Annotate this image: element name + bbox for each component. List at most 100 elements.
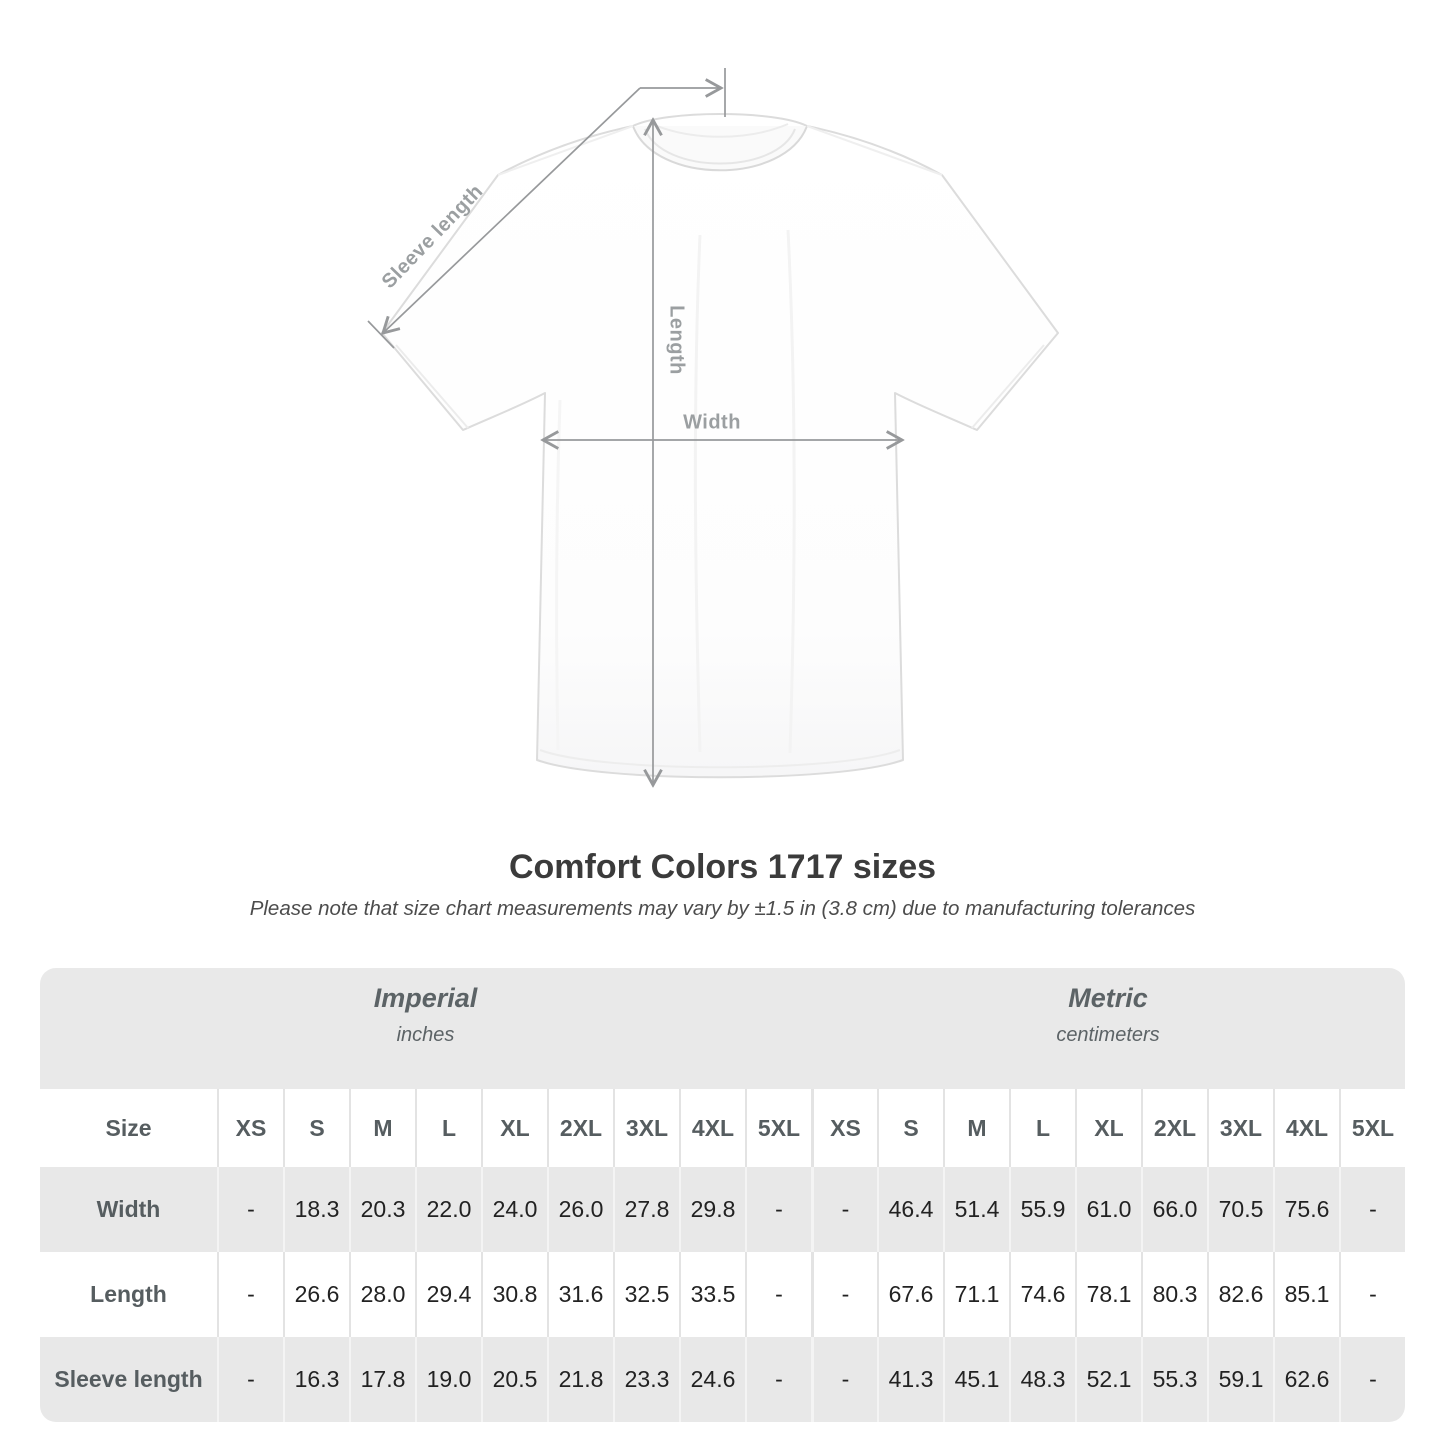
- measurement-cell: -: [217, 1252, 283, 1337]
- size-header-metric-5xl: 5XL: [1339, 1089, 1405, 1167]
- measurement-cell: 61.0: [1075, 1167, 1141, 1252]
- measurement-cell: 62.6: [1273, 1337, 1339, 1422]
- measurement-cell: 32.5: [613, 1252, 679, 1337]
- measurement-cell: 24.0: [481, 1167, 547, 1252]
- measurement-cell: 41.3: [877, 1337, 943, 1422]
- measurement-cell: 59.1: [1207, 1337, 1273, 1422]
- centimeters-label: centimeters: [1056, 1023, 1160, 1046]
- measurement-cell: 85.1: [1273, 1252, 1339, 1337]
- size-header-metric-4xl: 4XL: [1273, 1089, 1339, 1167]
- size-header-imperial-l: L: [415, 1089, 481, 1167]
- measurement-cell: 33.5: [679, 1252, 745, 1337]
- measurement-rows: Width -18.3 20.3 22.0 24.0 26.0 27.8 29.8- -46.4…: [40, 1167, 1405, 1422]
- measurement-cell: 29.8: [679, 1167, 745, 1252]
- measurement-cell: -: [811, 1167, 877, 1252]
- size-header-metric-s: S: [877, 1089, 943, 1167]
- measurement-cell: 26.0: [547, 1167, 613, 1252]
- measurement-lines: [367, 68, 902, 785]
- unit-band-row: Imperial inches Metric centimeters: [40, 968, 1405, 1089]
- measurement-cell: 29.4: [415, 1252, 481, 1337]
- measurement-cell: -: [811, 1337, 877, 1422]
- measurement-cell: 74.6: [1009, 1252, 1075, 1337]
- size-column-header: Size: [40, 1089, 217, 1167]
- imperial-section-header: Imperial inches: [40, 968, 811, 1089]
- measurement-cell: 66.0: [1141, 1167, 1207, 1252]
- measurement-cell: 30.8: [481, 1252, 547, 1337]
- measurement-cell: -: [217, 1337, 283, 1422]
- measurement-cell: 80.3: [1141, 1252, 1207, 1337]
- measurement-cell: 75.6: [1273, 1167, 1339, 1252]
- measurement-cell: 18.3: [283, 1167, 349, 1252]
- metric-section-header: Metric centimeters: [811, 968, 1405, 1089]
- measurement-cell: 17.8: [349, 1337, 415, 1422]
- measurement-cell: 48.3: [1009, 1337, 1075, 1422]
- measurement-cell: -: [745, 1252, 811, 1337]
- size-header-metric-l: L: [1009, 1089, 1075, 1167]
- size-header-imperial-2xl: 2XL: [547, 1089, 613, 1167]
- measurement-cell: 45.1: [943, 1337, 1009, 1422]
- row-label: Length: [40, 1252, 217, 1337]
- size-header-imperial-xs: XS: [217, 1089, 283, 1167]
- metric-label: Metric: [1068, 983, 1148, 1013]
- measurement-cell: 20.5: [481, 1337, 547, 1422]
- inches-label: inches: [396, 1023, 455, 1046]
- imperial-label: Imperial: [373, 983, 478, 1013]
- measurement-cell: 55.3: [1141, 1337, 1207, 1422]
- measurement-cell: 52.1: [1075, 1337, 1141, 1422]
- measurement-cell: -: [217, 1167, 283, 1252]
- size-header-row: Size XS S M L XL 2XL 3XL 4XL 5XL XS S M L XL 2XL 3XL 4XL…: [40, 1089, 1405, 1167]
- measurement-cell: 20.3: [349, 1167, 415, 1252]
- size-chart-table: Imperial inches Metric centimeters Size …: [40, 968, 1405, 1422]
- measurement-cell: 19.0: [415, 1337, 481, 1422]
- tshirt-illustration: [381, 113, 1059, 779]
- size-header-imperial-m: M: [349, 1089, 415, 1167]
- tshirt-diagram: [367, 68, 1059, 840]
- size-header-metric-3xl: 3XL: [1207, 1089, 1273, 1167]
- measurement-cell: 22.0: [415, 1167, 481, 1252]
- measurement-cell: 31.6: [547, 1252, 613, 1337]
- measurement-cell: -: [811, 1252, 877, 1337]
- row-label: Width: [40, 1167, 217, 1252]
- measurement-cell: 55.9: [1009, 1167, 1075, 1252]
- table-row: Length -26.6 28.0 29.4 30.8 31.6 32.5 33.5- -67.…: [40, 1252, 1405, 1337]
- row-label: Sleeve length: [40, 1337, 217, 1422]
- measurement-cell: 71.1: [943, 1252, 1009, 1337]
- size-header-metric-xl: XL: [1075, 1089, 1141, 1167]
- measurement-cell: 24.6: [679, 1337, 745, 1422]
- measurement-cell: 82.6: [1207, 1252, 1273, 1337]
- tolerance-note: Please note that size chart measurements…: [249, 897, 1196, 920]
- measurement-cell: -: [1339, 1167, 1405, 1252]
- measurement-cell: 16.3: [283, 1337, 349, 1422]
- page-title: Comfort Colors 1717 sizes: [508, 848, 937, 886]
- size-header-metric-2xl: 2XL: [1141, 1089, 1207, 1167]
- measurement-cell: 78.1: [1075, 1252, 1141, 1337]
- width-label: Width: [683, 411, 741, 434]
- measurement-cell: 70.5: [1207, 1167, 1273, 1252]
- length-label: Length: [665, 305, 688, 375]
- size-header-imperial-5xl: 5XL: [745, 1089, 811, 1167]
- measurement-cell: 51.4: [943, 1167, 1009, 1252]
- measurement-cell: 67.6: [877, 1252, 943, 1337]
- sleeve-length-end-tick: [367, 320, 395, 349]
- sleeve-length-arrow: [383, 87, 641, 333]
- size-header-imperial-s: S: [283, 1089, 349, 1167]
- measurement-cell: 26.6: [283, 1252, 349, 1337]
- size-header-metric-m: M: [943, 1089, 1009, 1167]
- table-row: Width -18.3 20.3 22.0 24.0 26.0 27.8 29.8- -46.4…: [40, 1167, 1405, 1252]
- measurement-cell: 46.4: [877, 1167, 943, 1252]
- measurement-cell: 27.8: [613, 1167, 679, 1252]
- table-row: Sleeve length -16.3 17.8 19.0 20.5 21.8 23.3 24…: [40, 1337, 1405, 1422]
- size-chart-card: Imperial inches Metric centimeters Size …: [40, 968, 1405, 1422]
- size-header-imperial-4xl: 4XL: [679, 1089, 745, 1167]
- measurement-cell: 23.3: [613, 1337, 679, 1422]
- size-header-imperial-xl: XL: [481, 1089, 547, 1167]
- size-header-imperial-3xl: 3XL: [613, 1089, 679, 1167]
- measurement-cell: -: [745, 1337, 811, 1422]
- measurement-cell: -: [745, 1167, 811, 1252]
- measurement-cell: 21.8: [547, 1337, 613, 1422]
- size-header-metric-xs: XS: [811, 1089, 877, 1167]
- measurement-cell: 28.0: [349, 1252, 415, 1337]
- measurement-cell: -: [1339, 1337, 1405, 1422]
- measurement-cell: -: [1339, 1252, 1405, 1337]
